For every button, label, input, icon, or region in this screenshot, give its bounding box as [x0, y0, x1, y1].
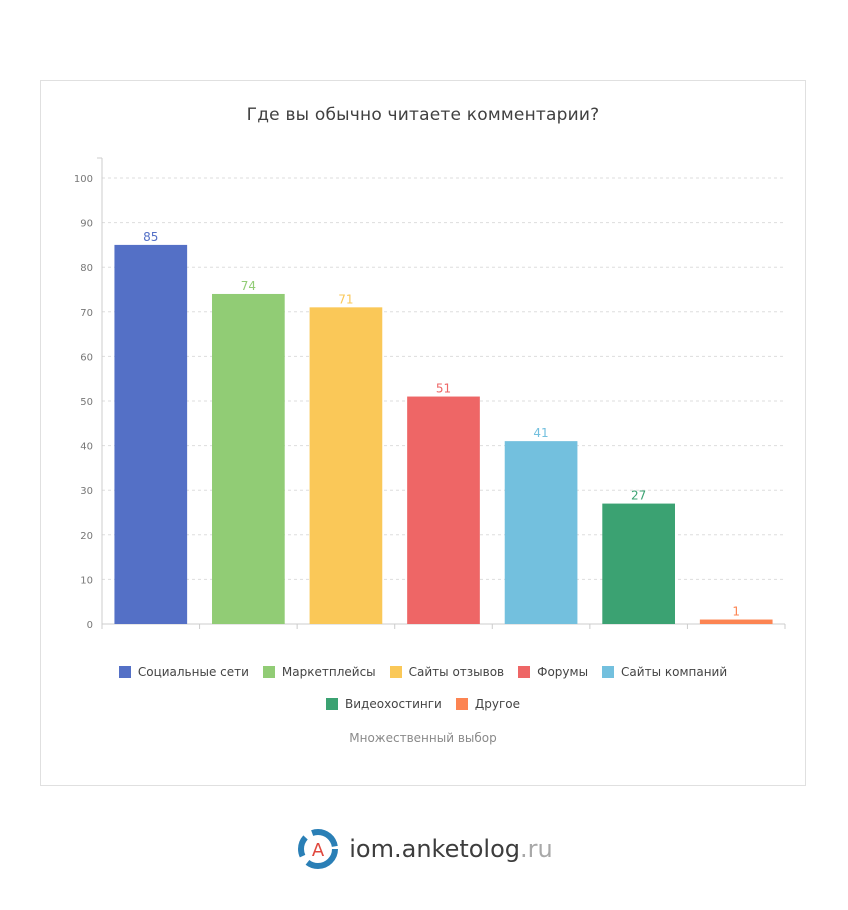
legend-item[interactable]: Видеохостинги [326, 697, 442, 711]
brand-suffix: .ru [520, 835, 553, 863]
y-tick-label: 40 [80, 442, 93, 453]
y-tick-label: 70 [80, 308, 93, 319]
legend-label: Форумы [537, 665, 589, 679]
chart-subtitle: Множественный выбор [349, 731, 497, 745]
y-tick-label: 100 [74, 174, 93, 185]
data-label: 1 [732, 605, 740, 619]
bar [114, 244, 188, 624]
data-label: 51 [436, 382, 451, 396]
data-label: 85 [143, 230, 158, 244]
y-tick-label: 50 [80, 397, 93, 408]
data-label: 74 [241, 279, 256, 293]
legend-label: Другое [474, 697, 520, 711]
legend-label: Маркетплейсы [281, 665, 376, 679]
legend-label: Видеохостинги [345, 697, 442, 711]
legend-item[interactable]: Другое [455, 697, 520, 711]
legend-swatch [389, 666, 402, 678]
legend-label: Сайты отзывов [408, 665, 505, 679]
y-tick-label: 0 [87, 620, 93, 631]
y-tick-label: 10 [80, 575, 93, 586]
legend-label: Социальные сети [137, 665, 249, 679]
y-tick-label: 20 [80, 531, 93, 542]
chart-legend: Социальные сети Маркетплейсы Сайты отзывов… [81, 665, 765, 711]
y-tick-label: 80 [80, 263, 93, 274]
y-tick-label: 90 [80, 219, 93, 230]
legend-label: Сайты компаний [621, 665, 728, 679]
y-tick-label: 60 [80, 352, 93, 363]
legend-item[interactable]: Форумы [518, 665, 588, 679]
chart-card: Где вы обычно читаете комментарии? 0 10 20… [40, 80, 806, 786]
data-label: 41 [533, 426, 548, 440]
legend-swatch [602, 666, 615, 678]
bar [602, 503, 675, 624]
bar [407, 396, 480, 624]
legend-swatch [326, 698, 339, 710]
bar-chart: 0 10 20 30 40 50 60 70 80 90 100 85 74 71 51 41 27 1 [74, 157, 786, 631]
brand-name: iom.anketolog [349, 835, 521, 863]
data-label: 27 [631, 489, 646, 503]
bar [212, 293, 285, 624]
legend-swatch [518, 666, 531, 678]
bar [504, 441, 578, 624]
legend-swatch [262, 666, 275, 678]
brand-footer: A iom.anketolog .ru [0, 826, 848, 872]
logo-letter: A [312, 840, 325, 861]
legend-swatch [455, 698, 468, 710]
data-label: 71 [338, 292, 353, 306]
legend-item[interactable]: Социальные сети [118, 665, 249, 679]
legend-swatch [118, 666, 131, 678]
chart-title: Где вы обычно читаете комментарии? [246, 105, 600, 125]
bar [309, 307, 383, 624]
y-tick-label: 30 [80, 486, 93, 497]
bar [699, 619, 773, 624]
legend-item[interactable]: Маркетплейсы [262, 665, 376, 679]
legend-item[interactable]: Сайты отзывов [389, 665, 505, 679]
anketolog-logo-icon: A [298, 829, 339, 869]
legend-item[interactable]: Сайты компаний [602, 665, 727, 679]
